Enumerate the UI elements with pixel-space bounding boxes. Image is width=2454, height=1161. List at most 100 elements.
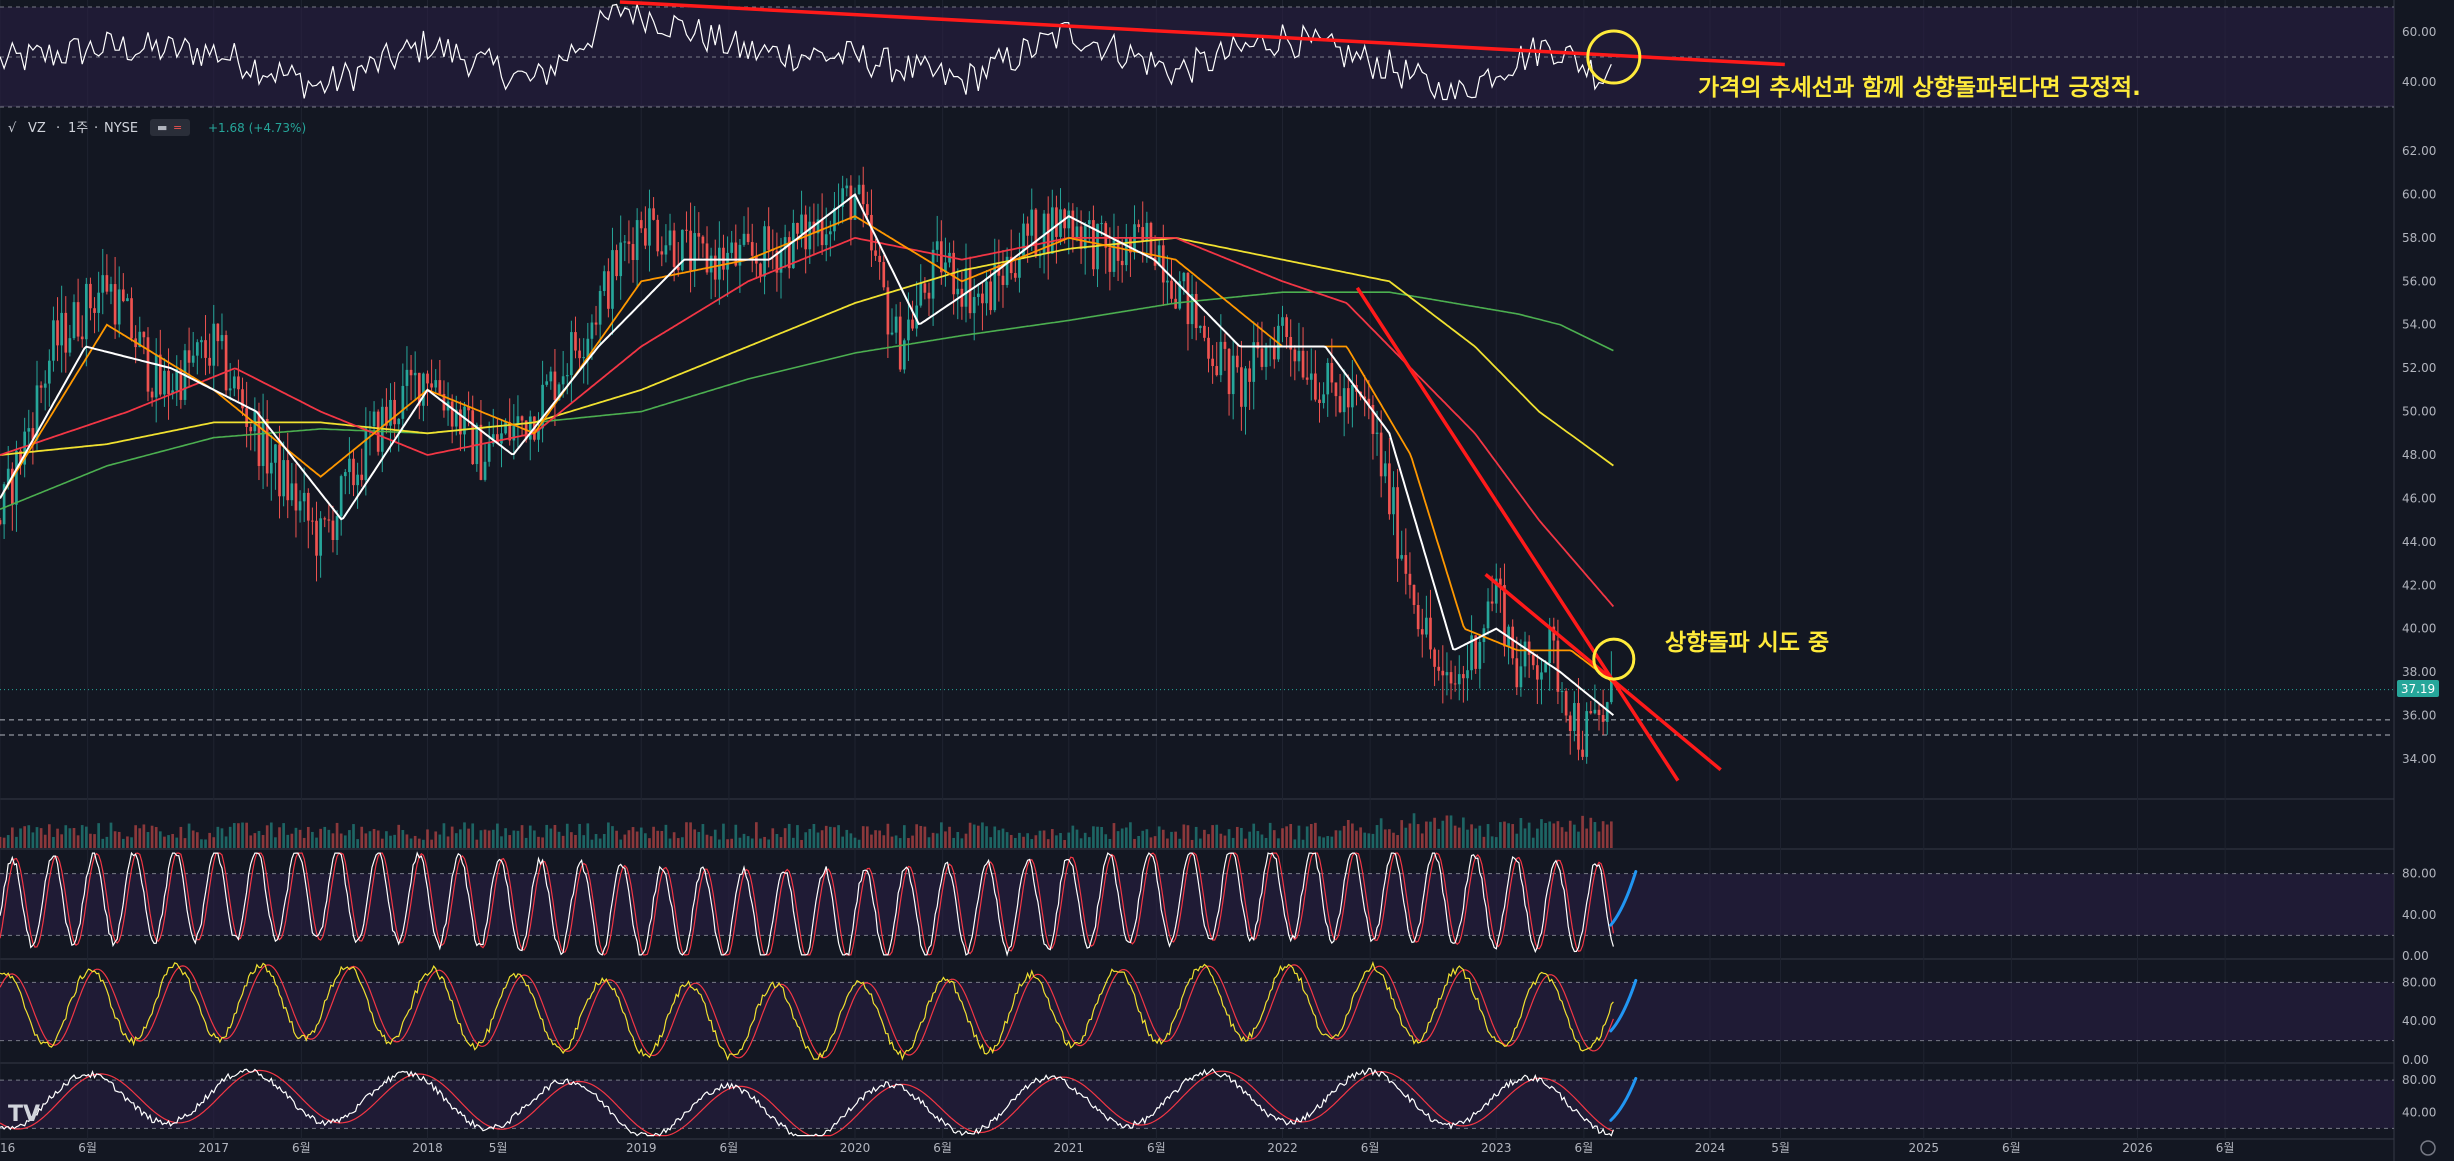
stochastic-fast-pane[interactable] bbox=[0, 851, 1638, 957]
volume-bar bbox=[1034, 835, 1038, 848]
settings-gear-icon[interactable] bbox=[2420, 1140, 2436, 1156]
candle-body bbox=[1092, 220, 1095, 270]
time-tick-label: 5월 bbox=[1771, 1141, 1790, 1155]
volume-bar bbox=[1375, 825, 1379, 848]
volume-bar bbox=[274, 837, 277, 848]
candle-body bbox=[1071, 210, 1075, 239]
volume-bar bbox=[1531, 837, 1535, 848]
volume-bar bbox=[1305, 826, 1309, 848]
price-tick-label: 40.00 bbox=[2402, 622, 2436, 636]
volume-bar bbox=[1116, 831, 1120, 848]
candle-body bbox=[607, 271, 610, 309]
collapse-chevron-icon[interactable]: √ bbox=[8, 121, 17, 136]
stochastic-mid-pane[interactable] bbox=[0, 961, 1638, 1061]
candle-body bbox=[1342, 388, 1346, 413]
volume-bar bbox=[1055, 835, 1058, 848]
s1-up-arrow-icon bbox=[1609, 870, 1638, 927]
candle-body bbox=[1129, 237, 1132, 253]
volume-bar bbox=[1556, 821, 1560, 848]
volume-bar bbox=[1453, 825, 1457, 848]
candle-body bbox=[783, 237, 787, 250]
volume-bar bbox=[796, 825, 799, 848]
stochastic-slow-pane[interactable] bbox=[0, 1067, 1638, 1137]
volume-bar bbox=[524, 837, 528, 848]
volume-bar bbox=[1256, 831, 1260, 848]
volume-bar bbox=[1560, 827, 1564, 848]
candle-body bbox=[117, 289, 121, 325]
volume-bar bbox=[487, 830, 491, 848]
candle-body bbox=[179, 369, 183, 400]
candle-body bbox=[97, 292, 100, 313]
volume-bar bbox=[0, 836, 2, 848]
minus-icon[interactable]: ▬ bbox=[157, 121, 167, 134]
volume-bar bbox=[15, 836, 18, 848]
candle-body bbox=[224, 335, 228, 391]
candle-body bbox=[1219, 341, 1223, 376]
volume-bar bbox=[298, 829, 302, 848]
price-tick-label: 54.00 bbox=[2402, 318, 2436, 332]
candle-body bbox=[689, 230, 692, 271]
volume-bar bbox=[1499, 822, 1502, 848]
time-tick-label: 6월 bbox=[2002, 1141, 2021, 1155]
candle-body bbox=[430, 383, 433, 388]
candle-body bbox=[1552, 626, 1556, 641]
volume-bar bbox=[870, 834, 873, 848]
candle-body bbox=[1005, 256, 1009, 285]
candle-body bbox=[1108, 247, 1112, 272]
candle-body bbox=[1536, 665, 1539, 680]
volume-bar bbox=[652, 826, 655, 848]
candle-body bbox=[191, 355, 195, 363]
candle-body bbox=[1470, 635, 1473, 671]
candle-body bbox=[635, 220, 639, 261]
candle-body bbox=[561, 376, 565, 385]
candle-body bbox=[549, 371, 553, 382]
rsi-tick-label: 60.00 bbox=[2402, 25, 2436, 39]
price-pane[interactable] bbox=[0, 166, 2394, 782]
volume-bar bbox=[1182, 824, 1186, 848]
volume-bar bbox=[570, 832, 573, 848]
time-tick-label: 2023 bbox=[1481, 1141, 1512, 1155]
volume-bar bbox=[1478, 825, 1482, 848]
candle-body bbox=[944, 262, 947, 273]
rsi-pane[interactable] bbox=[0, 0, 1785, 101]
candle-body bbox=[1527, 641, 1531, 655]
volume-bar bbox=[907, 838, 910, 848]
time-tick-label: 6월 bbox=[720, 1141, 739, 1155]
volume-bar bbox=[84, 826, 88, 848]
candle-body bbox=[935, 241, 939, 250]
candle-body bbox=[1494, 578, 1498, 604]
volume-bar bbox=[343, 835, 347, 848]
legend-buttons[interactable] bbox=[150, 119, 190, 136]
tradingview-logo-icon[interactable]: TV bbox=[8, 1102, 40, 1127]
volume-bar bbox=[693, 829, 697, 848]
candle-body bbox=[1050, 207, 1054, 254]
volume-bar bbox=[944, 831, 947, 848]
candle-body bbox=[1544, 663, 1547, 673]
volume-bar bbox=[64, 825, 68, 848]
s1-tick-label: 40.00 bbox=[2402, 908, 2436, 922]
candle-body bbox=[15, 450, 18, 505]
volume-bar bbox=[602, 833, 606, 848]
equals-icon[interactable]: = bbox=[173, 121, 182, 134]
candle-body bbox=[154, 354, 158, 398]
candle-body bbox=[31, 428, 35, 440]
volume-bar bbox=[19, 828, 22, 848]
candle-body bbox=[598, 291, 602, 325]
volume-bar bbox=[1486, 824, 1490, 848]
volume-bar bbox=[1178, 838, 1182, 848]
volume-bar bbox=[857, 839, 861, 848]
volume-bar bbox=[1610, 821, 1613, 848]
candle-body bbox=[450, 401, 454, 427]
candle-body bbox=[459, 409, 462, 435]
volume-bar bbox=[1351, 823, 1354, 848]
volume-bar bbox=[948, 826, 951, 848]
candle-body bbox=[1087, 220, 1091, 225]
volume-bar bbox=[574, 834, 577, 848]
symbol-legend[interactable]: √ VZ · 1주 · NYSE ▬ = +1.68 (+4.73%) bbox=[8, 119, 306, 136]
s1-main-line bbox=[0, 851, 1614, 957]
candle-body bbox=[1285, 317, 1288, 337]
volume-bar bbox=[257, 830, 261, 848]
candle-body bbox=[146, 337, 150, 392]
volume-bar bbox=[1289, 823, 1293, 848]
